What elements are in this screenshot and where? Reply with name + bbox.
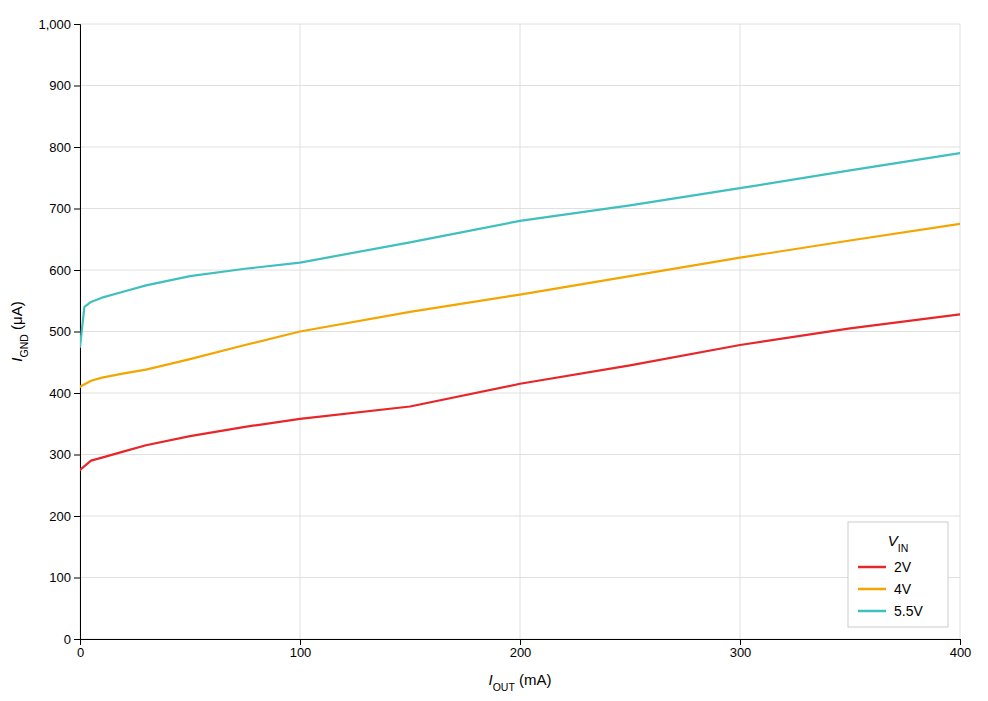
tick: 100: [49, 570, 80, 585]
tick: 300: [49, 447, 80, 462]
tick-label: 400: [950, 645, 972, 660]
legend-swatch: [858, 588, 886, 591]
axis-line: [74, 25, 81, 640]
legend-label: 5.5V: [894, 603, 923, 619]
series-line: [80, 314, 960, 470]
legend-label: 2V: [894, 559, 912, 575]
tick-label: 0: [77, 645, 84, 660]
tick-mark: [74, 393, 80, 394]
tick: 600: [49, 263, 80, 278]
y-axis-label: IGND (μA): [8, 301, 30, 361]
tick-label: 800: [49, 140, 71, 155]
tick-label: 100: [49, 570, 71, 585]
lines: [80, 153, 960, 470]
tick-mark: [300, 639, 301, 645]
grid-line: [80, 393, 960, 394]
tick-mark: [74, 86, 80, 87]
tick-label: 600: [49, 263, 71, 278]
grid-line: [80, 454, 960, 455]
grid-line: [80, 24, 960, 25]
tick-mark: [74, 270, 80, 271]
grid-line: [80, 270, 960, 271]
tick: 400: [49, 386, 80, 401]
tick-mark: [74, 516, 80, 517]
legend-swatch: [858, 610, 886, 613]
tick-label: 0: [64, 632, 71, 647]
tick: 0: [77, 639, 84, 660]
tick-label: 1,000: [38, 17, 71, 32]
tick: 500: [49, 324, 80, 339]
tick-label: 200: [510, 645, 532, 660]
tick-label: 300: [49, 447, 71, 462]
tick: 400: [950, 639, 972, 660]
tick-label: 500: [49, 324, 71, 339]
y-axis: 0 100 200 300 400 500 600 700 800 900 1,000: [38, 17, 80, 647]
plot: 0 100 200 300 400 0 100 200 300 400 500 600 700 800 90…: [38, 17, 971, 661]
tick: 300: [730, 639, 752, 660]
legend-title: VIN: [888, 532, 909, 554]
tick-mark: [74, 455, 80, 456]
tick: 700: [49, 201, 80, 216]
grid: [80, 24, 960, 639]
grid-line: [80, 147, 960, 148]
legend-swatch: [858, 566, 886, 569]
tick-mark: [74, 578, 80, 579]
tick: 900: [49, 78, 80, 93]
legend-item: 5.5V: [858, 603, 923, 619]
axis-line: [81, 640, 961, 646]
grid-line: [80, 85, 960, 86]
tick: 200: [510, 639, 532, 660]
tick-label: 100: [290, 645, 312, 660]
chart: 0 100 200 300 400 0 100 200 300 400 500 600 700 800 90…: [0, 0, 988, 701]
tick: 0: [64, 632, 80, 647]
tick: 1,000: [38, 17, 80, 32]
tick-mark: [74, 24, 80, 25]
tick-label: 700: [49, 201, 71, 216]
tick-mark: [74, 147, 80, 148]
tick-label: 200: [49, 509, 71, 524]
tick-mark: [74, 209, 80, 210]
grid-line: [80, 577, 960, 578]
tick: 800: [49, 140, 80, 155]
legend-box: [848, 522, 948, 627]
tick-label: 300: [730, 645, 752, 660]
tick: 200: [49, 509, 80, 524]
series-line: [80, 224, 960, 387]
tick-label: 400: [49, 386, 71, 401]
grid-line: [80, 516, 960, 517]
legend: VIN 2V 4V 5.5V: [848, 522, 948, 627]
grid-line: [80, 208, 960, 209]
tick-label: 900: [49, 78, 71, 93]
tick-mark: [520, 639, 521, 645]
legend-item: 2V: [858, 559, 912, 575]
series-line: [80, 153, 960, 347]
tick-mark: [74, 639, 80, 640]
x-axis-label: IOUT (mA): [488, 671, 551, 693]
tick-mark: [74, 332, 80, 333]
tick-mark: [740, 639, 741, 645]
tick: 100: [290, 639, 312, 660]
legend-label: 4V: [894, 581, 912, 597]
x-axis: 0 100 200 300 400: [77, 639, 971, 660]
tick-mark: [960, 639, 961, 645]
legend-item: 4V: [858, 581, 912, 597]
